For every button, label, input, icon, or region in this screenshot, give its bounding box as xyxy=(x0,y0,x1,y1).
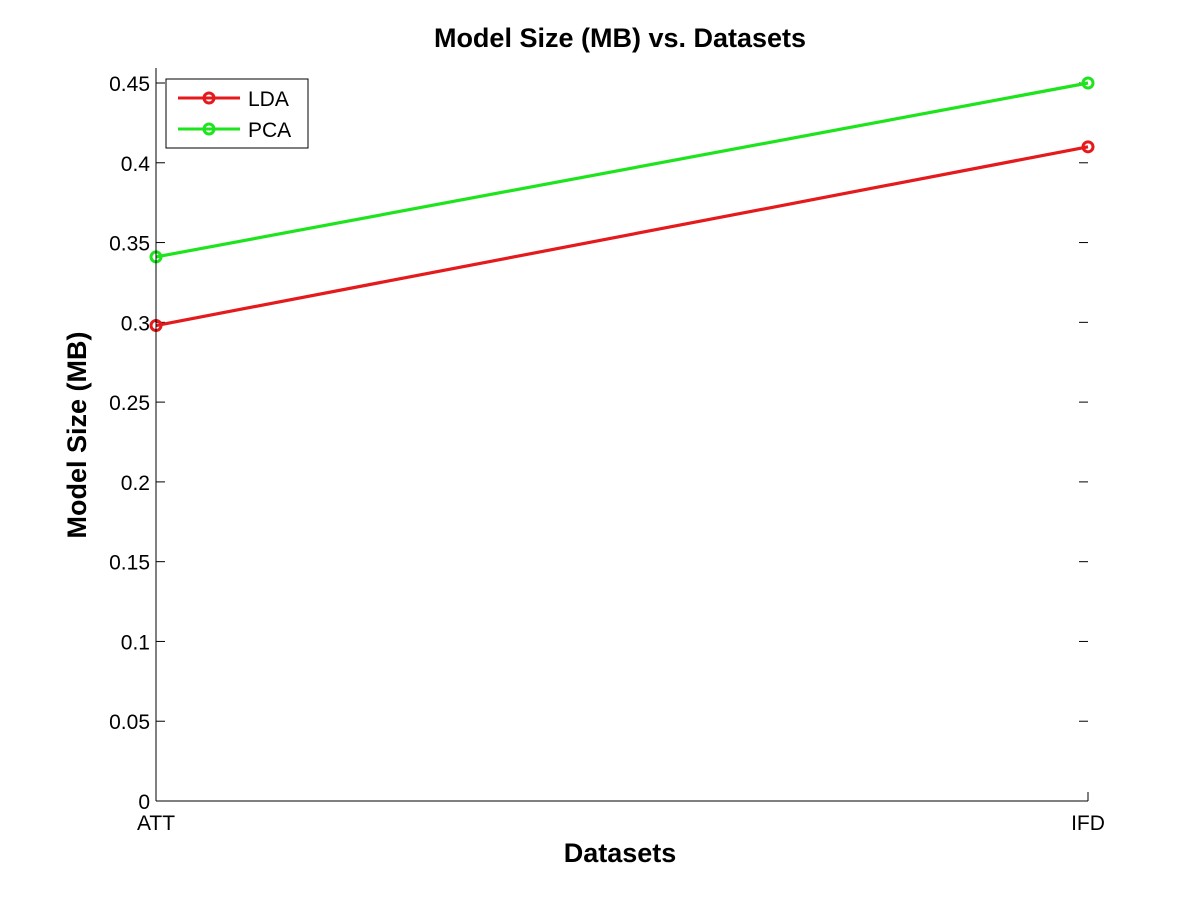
ticks-layer: 0 0.05 0.1 0.15 0.2 0.25 0.3 0.35 0.4 0.45 ATT IFD xyxy=(109,73,1105,835)
y-tick-label: 0.15 xyxy=(109,552,150,575)
y-tick-label: 0.45 xyxy=(109,73,150,96)
series-line-lda xyxy=(155,145,1089,328)
y-tick-label: 0.2 xyxy=(121,472,150,495)
y-axis-label: Model Size (MB) xyxy=(62,332,92,539)
series-line-pca xyxy=(155,81,1089,259)
y-tick-label: 0.25 xyxy=(109,392,150,415)
x-tick-label: ATT xyxy=(137,812,175,835)
chart-title: Model Size (MB) vs. Datasets xyxy=(434,23,806,53)
x-tick-label: IFD xyxy=(1071,812,1105,835)
x-axis-label: Datasets xyxy=(564,838,677,868)
legend-label-lda: LDA xyxy=(248,88,289,111)
legend-marker-pca xyxy=(202,122,216,136)
data-point-lda xyxy=(1081,140,1095,154)
plot-area xyxy=(156,68,1088,801)
data-point-pca xyxy=(1081,76,1095,90)
series-layer xyxy=(149,76,1095,333)
y-tick-label: 0 xyxy=(138,791,150,814)
legend-label-pca: PCA xyxy=(248,119,291,142)
y-tick-label: 0.35 xyxy=(109,233,150,256)
legend-marker-lda xyxy=(202,91,216,105)
legend-box xyxy=(165,78,309,149)
y-tick-label: 0.3 xyxy=(121,312,150,335)
y-tick-label: 0.1 xyxy=(121,631,150,654)
y-tick-label: 0.4 xyxy=(121,153,151,176)
y-tick-label: 0.05 xyxy=(109,711,150,734)
legend: LDA PCA xyxy=(165,78,309,149)
